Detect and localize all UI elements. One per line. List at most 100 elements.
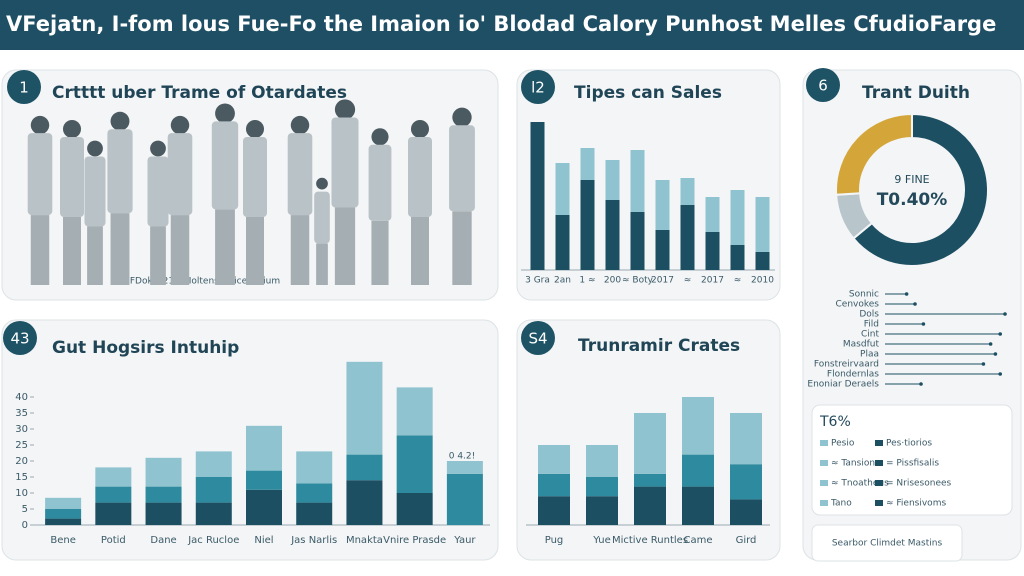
- person-head: [150, 140, 166, 157]
- bar-segment: [680, 205, 695, 270]
- person-head: [30, 115, 50, 135]
- x-tick-label: 3 Gra: [525, 276, 550, 286]
- legend-swatch: [820, 460, 828, 466]
- bar-segment: [634, 486, 666, 525]
- bar-segment: [396, 387, 433, 436]
- person-body: [368, 144, 392, 221]
- bar-segment: [586, 445, 618, 477]
- person-body: [314, 191, 330, 244]
- x-tick-label: Niel: [254, 535, 273, 546]
- person-legs: [316, 243, 328, 285]
- bar-segment: [538, 496, 570, 525]
- bar-segment: [605, 160, 620, 200]
- person-legs: [452, 211, 472, 285]
- legend-swatch: [875, 480, 883, 486]
- person-body: [27, 133, 53, 216]
- person-head: [110, 111, 130, 131]
- row-label: Cint: [861, 330, 879, 340]
- y-tick-label: 15: [15, 472, 28, 483]
- bar-segment: [45, 509, 82, 519]
- legend-item: Pes·tiorios: [886, 439, 932, 449]
- y-tick-label: 25: [15, 440, 28, 451]
- bar-segment: [605, 200, 620, 270]
- x-tick-label: Dane: [150, 535, 176, 546]
- lollipop-dot: [904, 292, 909, 296]
- x-tick-label: 200: [604, 276, 621, 286]
- row-label: Fild: [864, 320, 879, 330]
- bar-segment: [730, 413, 762, 465]
- person-head: [87, 140, 103, 157]
- bar-segment: [45, 497, 82, 509]
- person-legs: [63, 217, 81, 285]
- bar-segment: [296, 502, 333, 525]
- bar-segment: [682, 454, 714, 487]
- person-legs: [150, 226, 166, 285]
- badge-text: S4: [528, 330, 547, 348]
- person-head: [290, 115, 310, 135]
- legend-swatch: [820, 440, 828, 446]
- bar-segment: [346, 480, 383, 525]
- legend-item: Tano: [830, 499, 852, 509]
- person-head: [411, 120, 429, 138]
- bar-segment: [538, 445, 570, 474]
- row-label: Fonstreirvaard: [814, 360, 879, 370]
- center-text: 9 FINE: [894, 173, 929, 186]
- bar-segment: [446, 473, 483, 525]
- badge-text: 43: [10, 330, 29, 348]
- x-tick-label: ≈ Boty: [622, 276, 654, 286]
- lollipop-dot: [919, 382, 923, 386]
- bar-segment: [246, 470, 282, 490]
- x-tick-label: Mnakta: [346, 535, 383, 546]
- bar-segment: [705, 197, 720, 232]
- chart-title: Trunramir Crates: [578, 336, 740, 356]
- bar-segment: [246, 425, 282, 471]
- footer-box: [811, 524, 963, 562]
- y-tick-label: 40: [15, 392, 28, 403]
- legend-swatch: [875, 440, 883, 446]
- lollipop-dot: [921, 322, 926, 326]
- bar-segment: [396, 493, 433, 525]
- x-tick-label: 2017: [701, 276, 724, 286]
- x-tick-label: Came: [683, 535, 712, 546]
- person-legs: [110, 213, 130, 285]
- x-tick-label: Jas Narlis: [290, 535, 337, 546]
- bar-segment: [246, 489, 282, 525]
- legend-item: Pesio: [831, 439, 855, 449]
- person-head: [63, 120, 81, 138]
- person-body: [243, 137, 267, 217]
- person-body: [211, 121, 239, 210]
- bar-segment: [630, 150, 645, 212]
- person-body: [167, 133, 193, 216]
- x-tick-label: Vnire Prasde: [383, 535, 446, 546]
- x-tick-label: 2017: [651, 276, 674, 286]
- bar-segment: [730, 190, 745, 245]
- x-tick-label: 2an: [554, 276, 571, 286]
- badge-text: 6: [818, 77, 828, 95]
- bar-segment: [396, 435, 433, 493]
- person-legs: [371, 220, 389, 285]
- x-tick-label: Potid: [101, 535, 126, 546]
- bar-segment: [586, 477, 618, 497]
- lollipop-dot: [1003, 312, 1007, 316]
- panel-title: Crtttt uber Trame of Otardates: [52, 83, 347, 103]
- x-tick-label: Bene: [50, 535, 76, 546]
- bar-segment: [580, 148, 595, 180]
- y-tick-label: 0: [22, 520, 28, 531]
- legend-item: ≈ Fiensivoms: [886, 499, 946, 509]
- legend-item: ≈ Tansion: [831, 459, 875, 469]
- x-tick-label: Mictive Runtles: [612, 535, 688, 546]
- chart-title: Gut Hogsirs Intuhip: [52, 338, 239, 358]
- x-tick-label: Gird: [736, 535, 757, 546]
- person-legs: [334, 207, 356, 285]
- bar-segment: [755, 197, 770, 252]
- badge-circle: [7, 70, 41, 104]
- row-label: Masdfut: [843, 340, 880, 350]
- bar-segment: [680, 178, 695, 205]
- lollipop-dot: [988, 342, 993, 346]
- x-tick-label: 2010: [751, 276, 774, 286]
- caption: FDoke?21 fd Ioltens Doice Girium: [130, 277, 280, 287]
- bar-segment: [145, 502, 182, 525]
- footer-text: Searbor Climdet Mastins: [832, 539, 943, 549]
- badge-text: l2: [531, 79, 545, 97]
